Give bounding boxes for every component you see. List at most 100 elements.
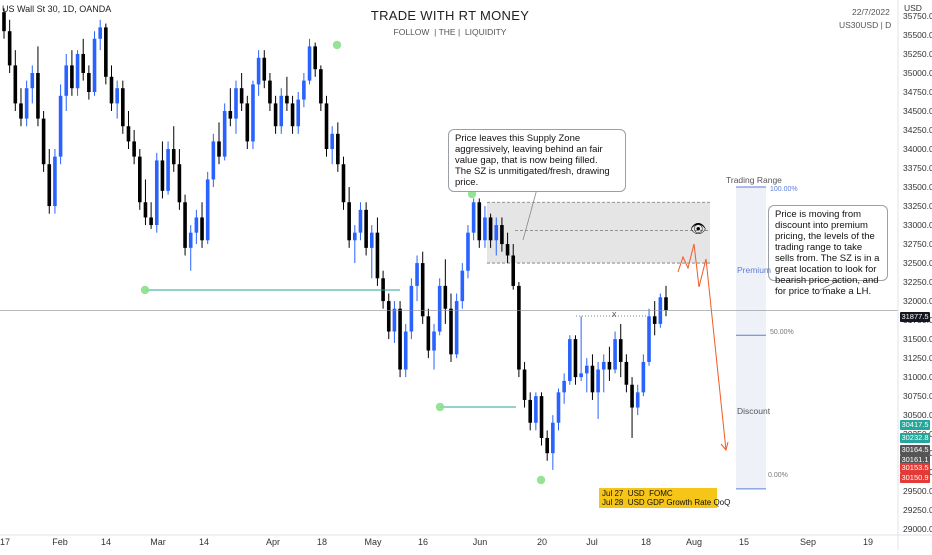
swing-dot <box>140 285 150 295</box>
candle-body <box>358 209 363 233</box>
candle-body <box>392 308 397 332</box>
candle-body <box>149 217 153 226</box>
x-tick-label: 15 <box>739 537 749 547</box>
price-tag: 31877.5 <box>900 312 930 322</box>
candle-body <box>415 263 419 286</box>
candle-body <box>341 164 346 203</box>
candle-body <box>528 399 533 423</box>
y-tick-label: 32250.0 <box>903 277 932 287</box>
y-tick-label: 32750.0 <box>903 239 932 249</box>
candle-body <box>7 31 12 66</box>
candle-body <box>330 133 334 150</box>
y-tick-label: 33750.0 <box>903 163 932 173</box>
candle-body <box>556 392 561 423</box>
candle-body <box>319 69 323 104</box>
y-tick-label: 33500.0 <box>903 182 932 192</box>
x-tick-label: Mar <box>150 537 166 547</box>
candle-body <box>545 437 549 454</box>
eye-icon[interactable]: 👁 <box>690 221 707 236</box>
event-fomc: Jul 27 USD FOMC <box>602 489 673 498</box>
candle-body <box>64 65 69 96</box>
y-tick-label: 30750.0 <box>903 391 932 401</box>
candle-body <box>454 301 459 355</box>
x-tick-label: 16 <box>418 537 428 547</box>
price-tag: 30153.5 <box>900 463 930 473</box>
x-tick-label: Feb <box>52 537 68 547</box>
y-tick-label: 31500.0 <box>903 334 932 344</box>
candle-body <box>121 88 125 127</box>
y-tick-label: 34000.0 <box>903 144 932 154</box>
cross-mark: x <box>612 309 617 319</box>
candle-body <box>471 202 476 233</box>
candle-body <box>154 160 159 226</box>
y-tick-label: 35000.0 <box>903 68 932 78</box>
candle-body <box>624 361 629 385</box>
candle-body <box>53 156 57 207</box>
range-note: Price is moving from discount into premi… <box>768 205 888 297</box>
candle-body <box>618 339 623 362</box>
candle-body <box>171 149 176 165</box>
event-gdp: Jul 28 USD GDP Growth Rate QoQ <box>602 498 731 507</box>
x-tick-label: 20 <box>537 537 547 547</box>
candle-body <box>652 316 657 324</box>
candle-body <box>273 103 278 127</box>
candle-body <box>92 38 97 93</box>
supply-zone <box>487 202 710 264</box>
price-tag: 30150.9 <box>900 473 930 483</box>
candle-body <box>2 12 6 32</box>
candle-body <box>477 202 482 241</box>
candle-body <box>522 369 527 400</box>
candle-body <box>268 80 272 104</box>
candle-body <box>579 373 583 378</box>
note-pointer-2 <box>819 279 841 291</box>
candle-body <box>132 141 136 157</box>
candle-body <box>420 263 425 317</box>
candle-body <box>364 209 368 248</box>
candle-body <box>460 270 465 302</box>
candle-body <box>217 141 221 157</box>
candle-body <box>494 225 499 241</box>
candle-body <box>24 88 29 119</box>
y-tick-label: 32500.0 <box>903 258 932 268</box>
candle-body <box>104 27 108 77</box>
candle-body <box>347 202 351 241</box>
y-tick-label: 29000.0 <box>903 524 932 534</box>
candle-body <box>81 53 86 73</box>
candle-body <box>313 46 317 70</box>
candle-body <box>239 88 244 104</box>
candle-body <box>115 88 119 104</box>
projection-polyline <box>677 243 727 451</box>
candle-body <box>500 225 504 245</box>
candle-body <box>375 232 380 279</box>
ticker-label: US30USD | D <box>839 20 892 30</box>
candle-body <box>126 126 131 142</box>
candle-body <box>256 57 261 85</box>
candle-body <box>403 331 408 370</box>
y-tick-label: 29500.0 <box>903 486 932 496</box>
price-tag: 30164.5 <box>900 445 930 455</box>
range-level-50: 50.00% <box>770 329 794 336</box>
candle-body <box>426 316 431 351</box>
candle-body <box>324 103 329 150</box>
price-tag: 30417.5 <box>900 420 930 430</box>
x-tick-label: 14 <box>101 537 111 547</box>
y-tick-label: 31000.0 <box>903 372 932 382</box>
y-tick-label: 35500.0 <box>903 30 932 40</box>
candle-body <box>234 88 238 119</box>
candle-body <box>75 53 80 89</box>
y-tick-label: 30500.0 <box>903 410 932 420</box>
candle-body <box>188 232 193 248</box>
candle-body <box>590 365 595 393</box>
x-tick-label: Apr <box>266 537 280 547</box>
x-tick-label: May <box>364 537 382 547</box>
candle-body <box>437 285 442 332</box>
candle-body <box>534 396 538 423</box>
candle-body <box>58 95 63 157</box>
y-tick-label: 34750.0 <box>903 87 932 97</box>
x-tick-label: 18 <box>317 537 327 547</box>
trading-range-box <box>736 186 766 490</box>
trading-range-title: Trading Range <box>726 175 782 185</box>
candle-body <box>137 156 142 203</box>
candle-body <box>19 103 23 119</box>
